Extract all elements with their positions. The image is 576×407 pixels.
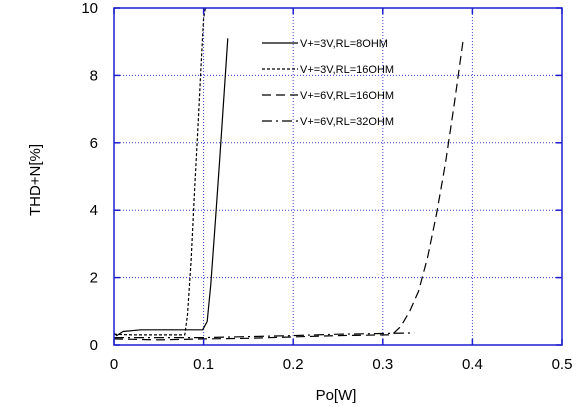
legend-label-3: V+=6V,RL=16OHM bbox=[300, 90, 394, 102]
tick-labels: 0 0.1 0.2 0.3 0.4 0.5 0 2 4 6 8 10 bbox=[81, 0, 572, 373]
y-tick-label: 8 bbox=[90, 67, 98, 84]
legend-label-1: V+=3V,RL=8OHM bbox=[300, 38, 388, 50]
y-axis-label: THD+N[%] bbox=[27, 144, 44, 216]
x-tick-label: 0.5 bbox=[552, 356, 573, 373]
plot-border bbox=[113, 7, 563, 346]
series-group bbox=[113, 7, 464, 341]
x-tick-label: 0.3 bbox=[372, 356, 393, 373]
x-tick-label: 0 bbox=[110, 356, 118, 373]
x-tick-label: 0.4 bbox=[462, 356, 483, 373]
y-tick-label: 6 bbox=[90, 135, 98, 152]
series-line-3 bbox=[113, 38, 464, 341]
legend: V+=3V,RL=8OHM V+=3V,RL=16OHM V+=6V,RL=16OH… bbox=[262, 38, 394, 128]
plot-frame bbox=[113, 7, 563, 346]
y-tick-label: 0 bbox=[90, 337, 98, 354]
legend-label-4: V+=6V,RL=32OHM bbox=[300, 116, 394, 128]
legend-label-2: V+=3V,RL=16OHM bbox=[300, 64, 394, 76]
y-tick-label: 10 bbox=[81, 0, 98, 17]
x-axis-label: Po[W] bbox=[316, 387, 357, 404]
series-line-4 bbox=[114, 332, 415, 339]
x-tick-label: 0.1 bbox=[193, 356, 214, 373]
series-line-2 bbox=[113, 7, 206, 336]
series-line-1 bbox=[113, 38, 229, 337]
y-tick-label: 4 bbox=[90, 202, 98, 219]
grid bbox=[114, 8, 562, 345]
y-tick-label: 2 bbox=[90, 270, 98, 287]
x-tick-label: 0.2 bbox=[283, 356, 304, 373]
